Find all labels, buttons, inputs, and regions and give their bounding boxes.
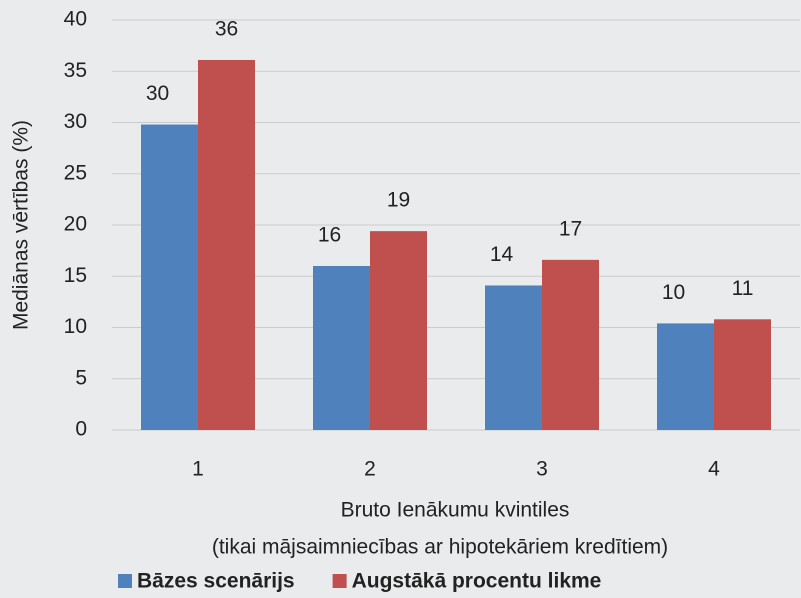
data-label: 19 bbox=[387, 189, 410, 212]
y-tick-label: 10 bbox=[64, 315, 87, 338]
x-tick-label: 2 bbox=[364, 458, 376, 481]
bar bbox=[657, 323, 714, 430]
y-tick-label: 25 bbox=[64, 161, 87, 184]
bar bbox=[542, 259, 599, 430]
x-tick-label: 4 bbox=[708, 458, 720, 481]
legend-label: Bāzes scenārijs bbox=[137, 570, 295, 593]
y-tick-label: 5 bbox=[75, 366, 87, 389]
data-label: 17 bbox=[559, 217, 582, 240]
data-label: 10 bbox=[662, 281, 685, 304]
y-tick-label: 35 bbox=[64, 59, 87, 82]
data-label: 30 bbox=[146, 82, 169, 105]
bar bbox=[313, 266, 370, 430]
bar bbox=[485, 285, 542, 430]
bar bbox=[198, 59, 255, 430]
bar bbox=[141, 124, 198, 431]
legend-swatch bbox=[118, 574, 132, 588]
y-tick-label: 0 bbox=[75, 418, 87, 441]
y-tick-label: 15 bbox=[64, 264, 87, 287]
x-axis-label: Bruto Ienākumu kvintiles bbox=[341, 499, 570, 522]
y-tick-label: 30 bbox=[64, 110, 87, 133]
data-label: 36 bbox=[215, 18, 238, 41]
data-label: 11 bbox=[732, 277, 754, 300]
y-axis-label: Mediānas vērtības (%) bbox=[10, 120, 33, 330]
y-tick-label: 20 bbox=[64, 213, 87, 236]
legend-label: Augstākā procentu likme bbox=[352, 570, 602, 593]
bar bbox=[370, 231, 427, 430]
x-axis-label: (tikai mājsaimniecības ar hipotekāriem k… bbox=[212, 536, 668, 559]
x-tick-label: 1 bbox=[192, 458, 204, 481]
legend-swatch bbox=[332, 574, 347, 588]
data-label: 16 bbox=[318, 224, 341, 247]
y-tick-label: 40 bbox=[64, 8, 87, 31]
bar bbox=[714, 319, 771, 430]
x-tick-label: 3 bbox=[536, 458, 548, 481]
data-label: 14 bbox=[490, 243, 514, 266]
